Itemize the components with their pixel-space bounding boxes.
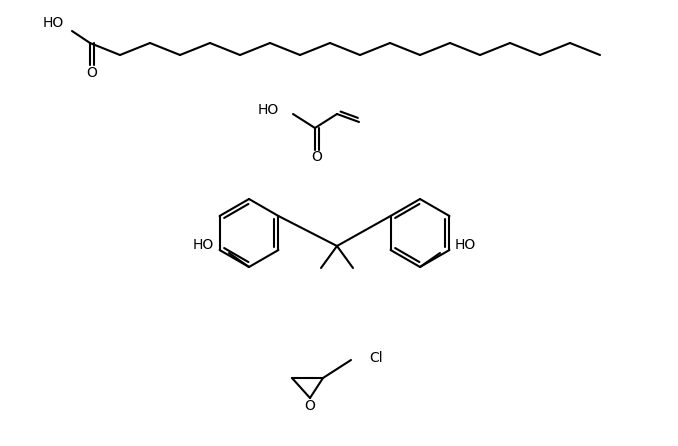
Text: HO: HO (455, 238, 476, 252)
Text: Cl: Cl (369, 351, 382, 365)
Text: HO: HO (258, 103, 279, 117)
Text: O: O (312, 150, 323, 164)
Text: O: O (304, 399, 315, 413)
Text: HO: HO (193, 238, 214, 252)
Text: HO: HO (43, 16, 64, 30)
Text: O: O (87, 66, 98, 80)
